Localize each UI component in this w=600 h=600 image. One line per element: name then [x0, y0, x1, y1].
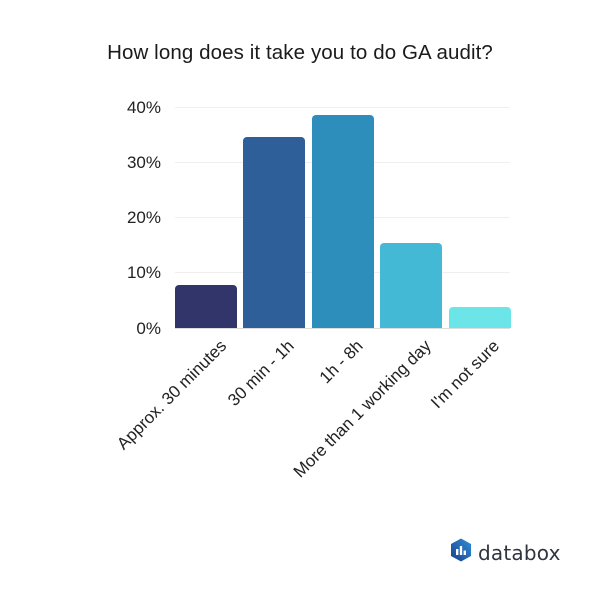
- y-tick-20: 20%: [126, 208, 161, 227]
- bar-5[interactable]: [448, 307, 511, 328]
- x-label-5: I'm not sure: [427, 336, 504, 413]
- plot-area: [175, 107, 511, 329]
- databox-hexagon-bars-icon: [450, 538, 472, 567]
- databox-logo-text: databox: [478, 540, 561, 565]
- y-tick-30: 30%: [126, 153, 161, 172]
- chart-title: How long does it take you to do GA audit…: [107, 41, 493, 64]
- bar-3[interactable]: [311, 115, 374, 328]
- y-tick-10: 10%: [126, 263, 161, 282]
- databox-logo: databox: [450, 538, 561, 567]
- x-label-2: 30 min - 1h: [224, 336, 299, 410]
- y-tick-0: 0%: [136, 319, 161, 338]
- bar-4[interactable]: [380, 242, 443, 328]
- bar-2[interactable]: [243, 136, 306, 328]
- y-tick-40: 40%: [126, 98, 161, 117]
- x-label-3: 1h - 8h: [315, 336, 367, 388]
- bar-1[interactable]: [175, 285, 237, 328]
- gridline-40: [175, 107, 510, 108]
- x-label-1: Approx. 30 minutes: [112, 336, 230, 454]
- x-axis-baseline: [175, 328, 510, 329]
- x-label-4: More than 1 working day: [289, 336, 435, 482]
